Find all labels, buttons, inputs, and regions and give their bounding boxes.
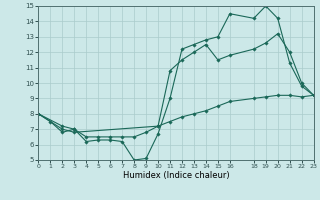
- X-axis label: Humidex (Indice chaleur): Humidex (Indice chaleur): [123, 171, 229, 180]
